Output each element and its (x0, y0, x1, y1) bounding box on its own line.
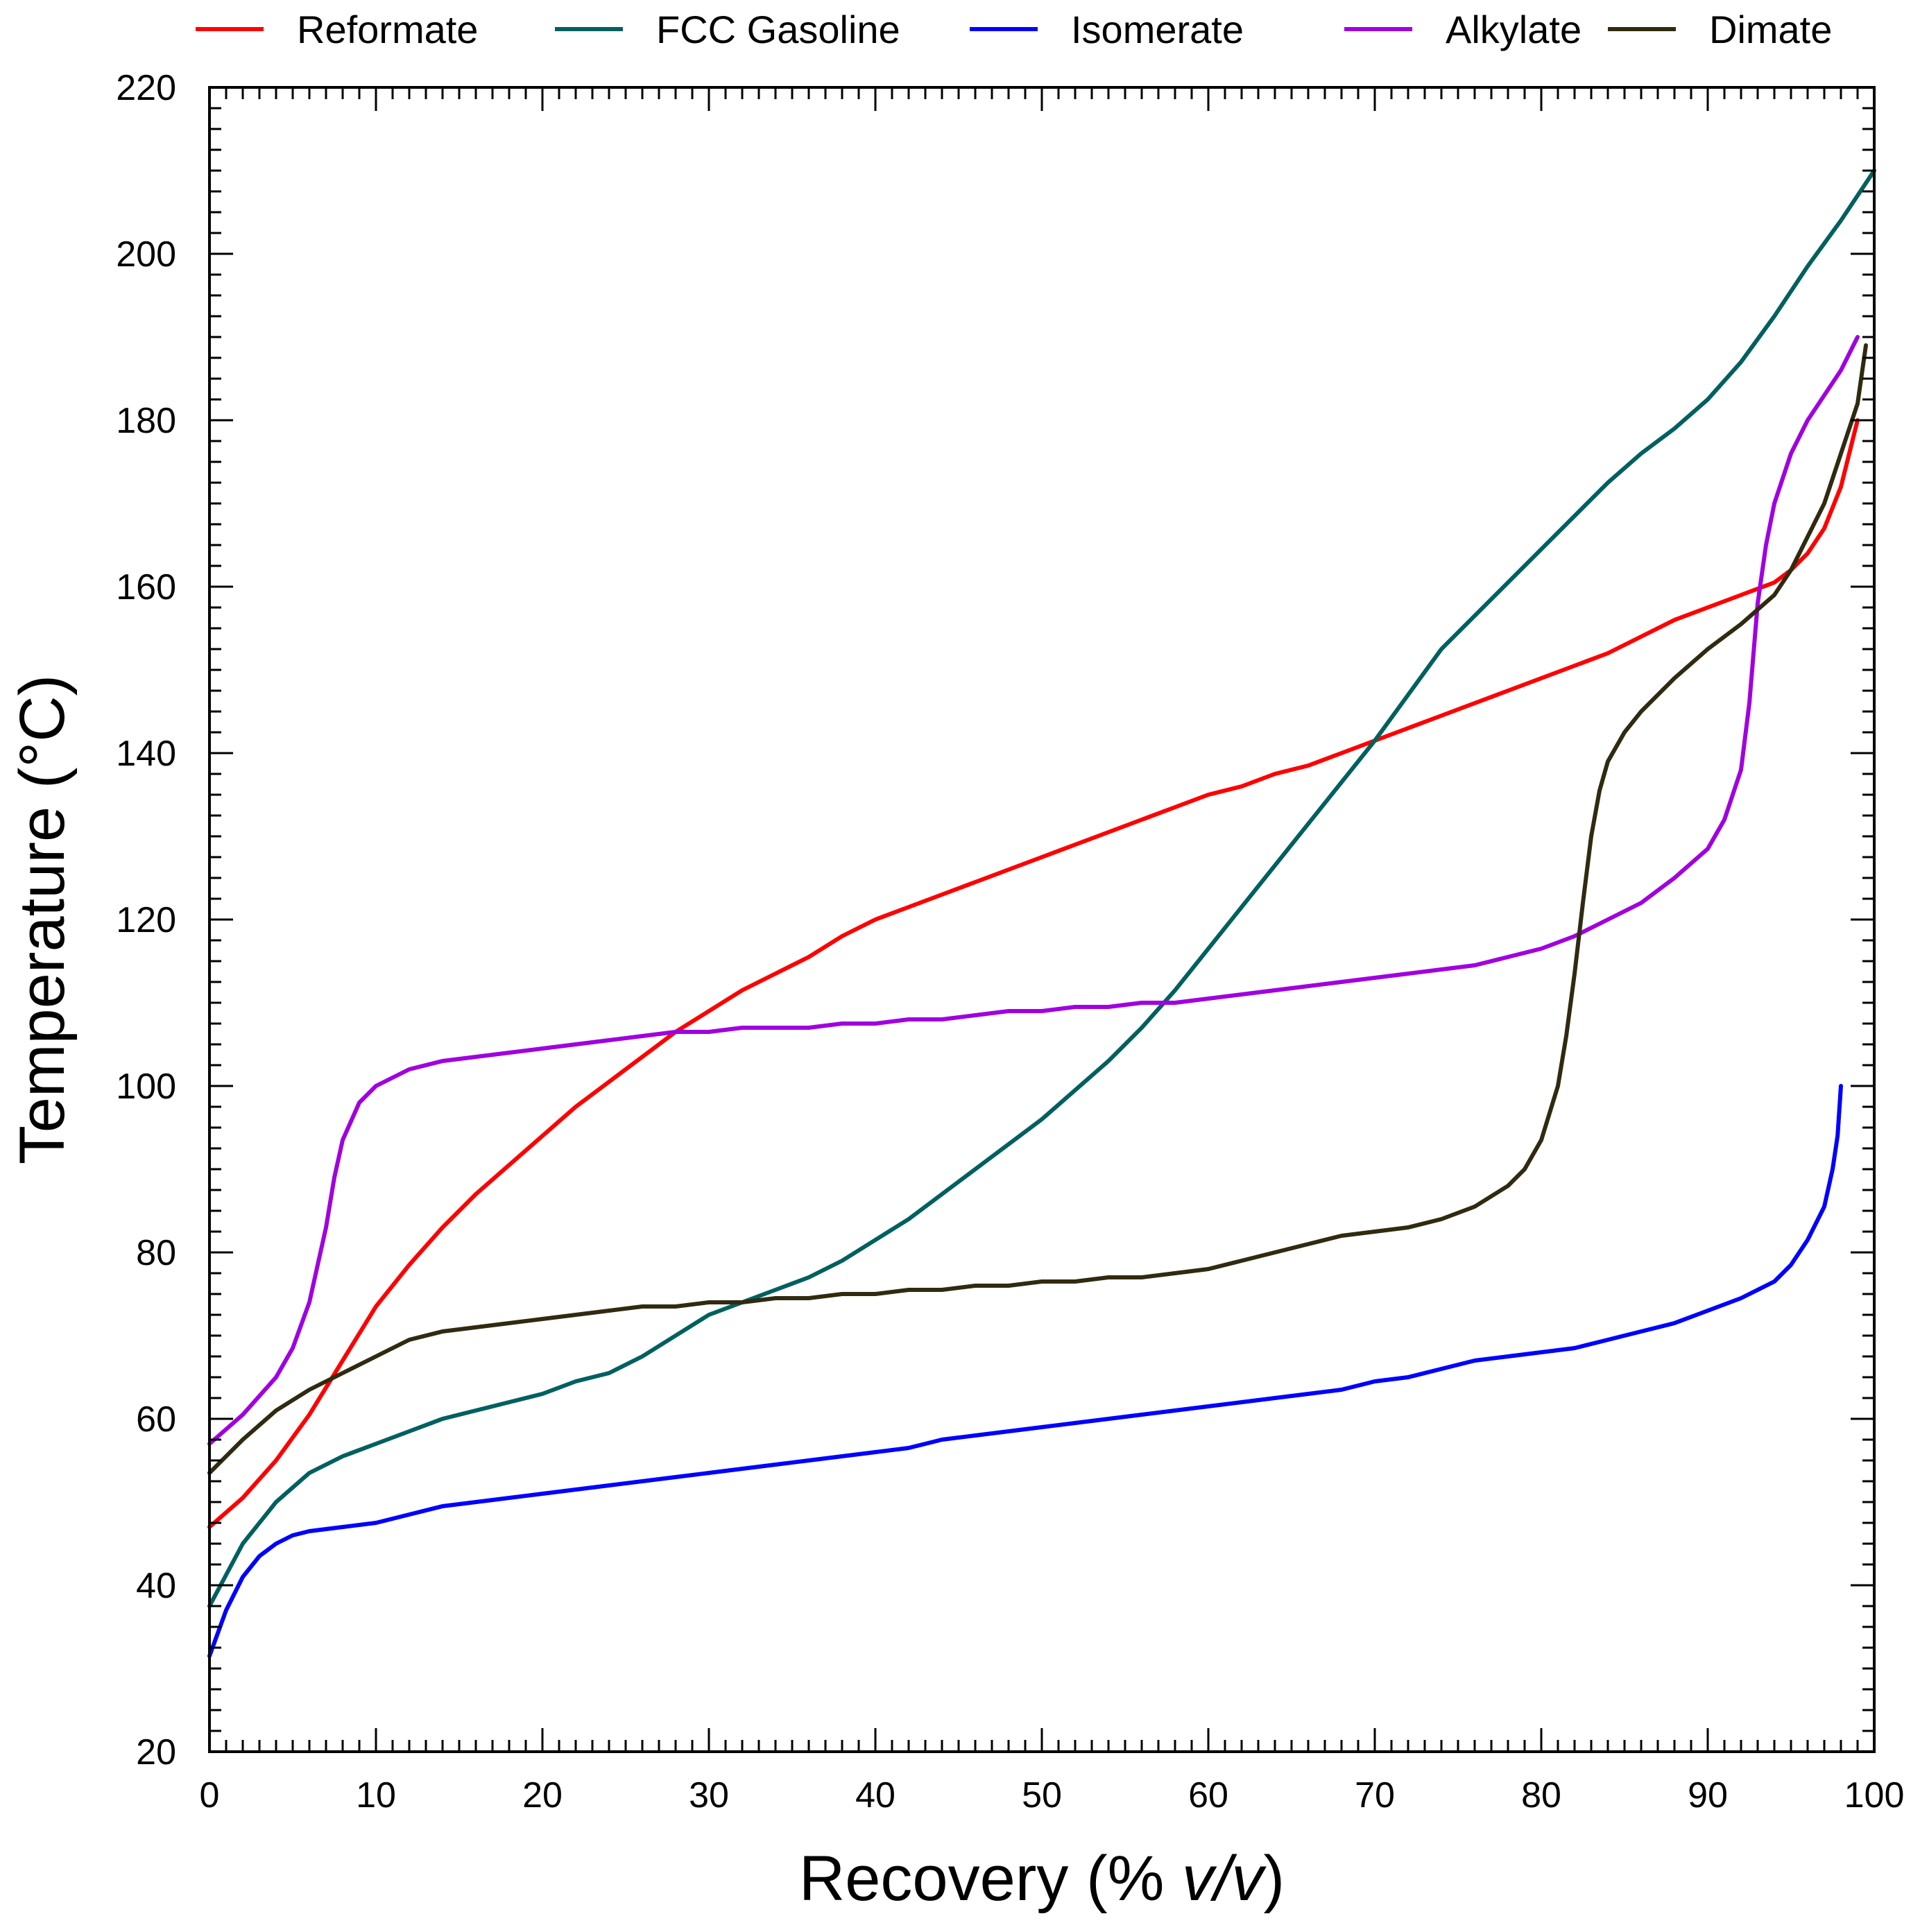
x-axis-title-prefix: Recovery (% (799, 1843, 1182, 1914)
x-tick-label: 80 (1521, 1775, 1561, 1815)
y-tick-label: 100 (116, 1067, 176, 1107)
x-axis-title-italic: v/v (1182, 1843, 1267, 1914)
x-tick-label: 20 (522, 1775, 563, 1815)
x-tick-label: 50 (1022, 1775, 1062, 1815)
legend-label-reformate: Reformate (297, 8, 478, 51)
legend-label-fcc-gasoline: FCC Gasoline (656, 8, 900, 51)
x-tick-label: 90 (1688, 1775, 1728, 1815)
y-axis-tick-labels: 20 40 60 80 100 120 140 160 180 200 220 (116, 68, 176, 1773)
y-tick-label: 80 (136, 1233, 176, 1273)
y-tick-label: 200 (116, 234, 176, 275)
series-line-isomerate (207, 1084, 1843, 1658)
y-tick-label: 40 (136, 1566, 176, 1606)
x-tick-label: 60 (1188, 1775, 1228, 1815)
series-line-reformate (207, 418, 1860, 1529)
y-tick-label: 140 (116, 734, 176, 774)
y-tick-label: 20 (136, 1732, 176, 1773)
y-tick-label: 160 (116, 567, 176, 607)
minor-ticks (209, 87, 1874, 1752)
x-axis-title-suffix: ) (1264, 1843, 1285, 1914)
plot-area (207, 86, 1876, 1753)
series-line-alkylate (207, 335, 1860, 1446)
x-tick-label: 10 (356, 1775, 396, 1815)
legend-label-alkylate: Alkylate (1446, 8, 1582, 51)
y-tick-label: 220 (116, 68, 176, 108)
series-line-fcc-gasoline (207, 169, 1876, 1608)
legend: Reformate FCC Gasoline Isomerate Alkylate Di… (196, 8, 1832, 51)
major-ticks (208, 86, 1876, 1753)
x-axis-title: Recovery (% v/v) (799, 1843, 1285, 1914)
series-line-dimate (207, 343, 1868, 1475)
legend-label-dimate: Dimate (1709, 8, 1832, 51)
y-tick-label: 60 (136, 1399, 176, 1440)
x-tick-label: 40 (855, 1775, 895, 1815)
x-axis-tick-labels: 0 10 20 30 40 50 60 70 80 90 100 (200, 1775, 1905, 1815)
series-lines (207, 169, 1876, 1658)
x-tick-label: 70 (1355, 1775, 1395, 1815)
x-tick-label: 0 (200, 1775, 220, 1815)
x-tick-label: 30 (689, 1775, 729, 1815)
y-tick-label: 180 (116, 401, 176, 441)
x-tick-label: 100 (1844, 1775, 1905, 1815)
legend-label-isomerate: Isomerate (1071, 8, 1244, 51)
y-axis-title: Temperature (°C) (7, 675, 78, 1165)
y-tick-label: 120 (116, 900, 176, 940)
